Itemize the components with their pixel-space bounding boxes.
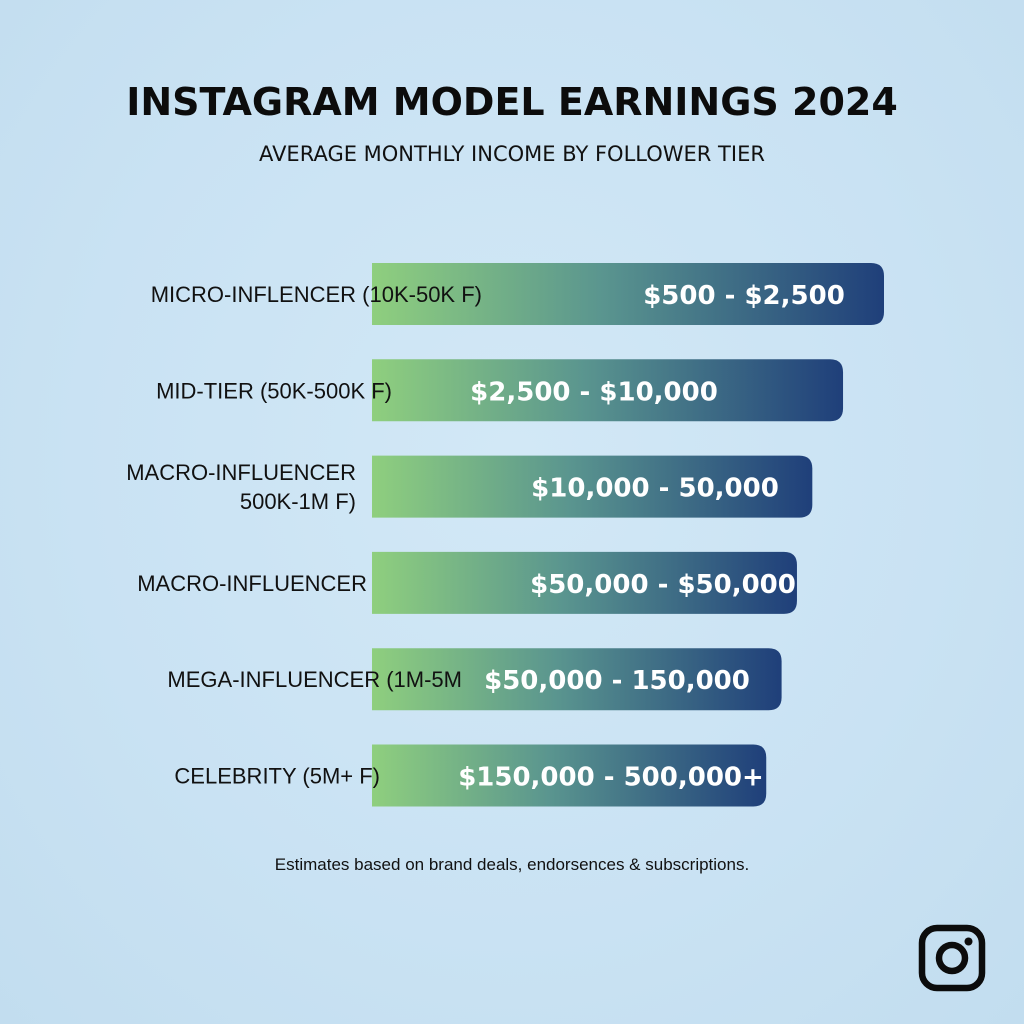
category-label: MACRO-INFLUENCER [137, 571, 367, 596]
category-label: MEGA-INFLUENCER (1M-5M [167, 667, 462, 692]
bar [372, 551, 797, 614]
instagram-icon[interactable] [918, 924, 986, 992]
bar [372, 455, 813, 518]
chart-title: INSTAGRAM MODEL EARNINGS 2024 [126, 80, 898, 124]
chart-subtitle: AVERAGE MONTHLY INCOME BY FOLLOWER TIER [259, 142, 765, 166]
value-label: $50,000 - $50,000 [530, 570, 796, 600]
bar-group: CELEBRITY (5M+ F) $150,000 - 500,000+ [174, 744, 767, 807]
bar [372, 263, 884, 325]
bar-group: MACRO-INFLUENCER 500K-1M F) $10,000 - 50,0… [126, 455, 813, 518]
category-label: 500K-1M F) [240, 489, 356, 514]
bar [372, 359, 844, 422]
category-label: CELEBRITY (5M+ F) [174, 764, 380, 789]
value-label: $500 - $2,500 [643, 281, 845, 311]
bar-chart: MICRO-INFLENCER (10K-50K F) $500 - $2,500… [126, 263, 884, 807]
bar [372, 648, 782, 711]
bar [372, 744, 767, 807]
category-label: MICRO-INFLENCER (10K-50K F) [151, 282, 482, 307]
category-label: MID-TIER (50K-500K F) [156, 378, 392, 403]
value-label: $10,000 - 50,000 [531, 474, 779, 504]
value-label: $50,000 - 150,000 [484, 666, 750, 696]
bar-group: MEGA-INFLUENCER (1M-5M $50,000 - 150,000 [167, 648, 782, 711]
value-label: $2,500 - $10,000 [470, 377, 718, 407]
bar-group: MID-TIER (50K-500K F) $2,500 - $10,000 [156, 359, 844, 422]
bar-group: MICRO-INFLENCER (10K-50K F) $500 - $2,500 [151, 263, 884, 325]
category-label: MACRO-INFLUENCER [126, 460, 356, 485]
value-label: $150,000 - 500,000+ [458, 763, 764, 793]
footnote: Estimates based on brand deals, endorsen… [274, 855, 750, 874]
bar-group: MACRO-INFLUENCER $50,000 - $50,000 [137, 551, 797, 614]
